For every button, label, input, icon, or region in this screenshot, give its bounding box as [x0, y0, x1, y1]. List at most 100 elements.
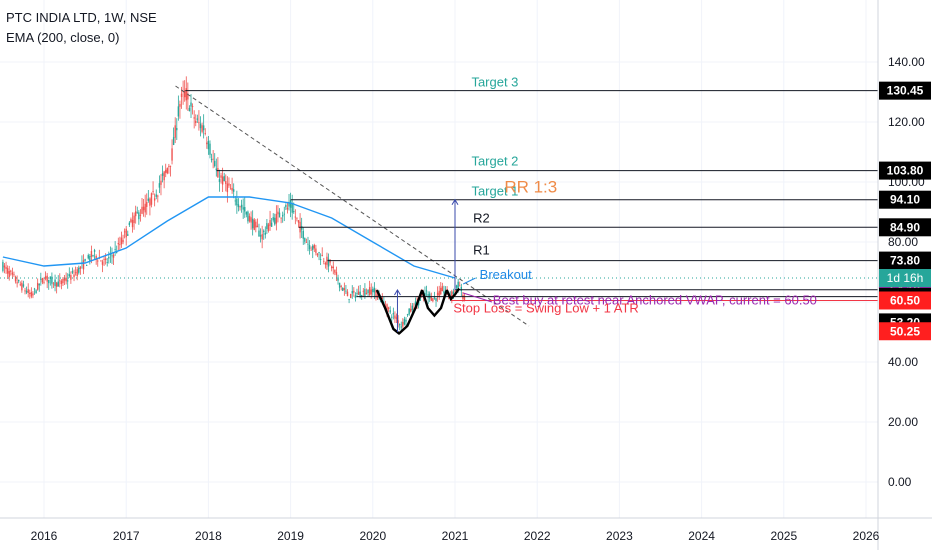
- handle-retest[interactable]: [445, 287, 461, 302]
- candle-body: [463, 295, 466, 301]
- time-tick-label: 2026: [853, 529, 880, 543]
- indicator-legend[interactable]: EMA (200, close, 0): [6, 30, 120, 45]
- candle-body: [54, 279, 56, 287]
- candle-body: [183, 90, 186, 98]
- label-r1: R1: [473, 243, 490, 258]
- handle-pattern[interactable]: [420, 289, 448, 318]
- candle-body: [318, 252, 320, 253]
- candle-body: [370, 289, 372, 295]
- price-badge-label: 84.90: [890, 220, 920, 234]
- candle-body: [220, 175, 222, 178]
- candle-body: [207, 140, 210, 150]
- candle-body: [100, 260, 102, 262]
- label-rr: RR 1:3: [504, 178, 557, 197]
- candle-body: [346, 291, 349, 297]
- candle-body: [354, 295, 357, 298]
- candle-body: [327, 258, 330, 267]
- candle-body: [281, 215, 284, 217]
- time-tick-label: 2022: [524, 529, 551, 543]
- candle-body: [454, 289, 456, 292]
- candle-body: [305, 242, 308, 243]
- candle-body: [82, 260, 85, 270]
- candle-body: [380, 301, 382, 303]
- candle-body: [421, 294, 423, 295]
- candle-body: [139, 215, 142, 216]
- candle-body: [451, 291, 453, 298]
- candle-body: [149, 198, 151, 206]
- candle-body: [130, 219, 132, 223]
- candle-body: [278, 212, 281, 218]
- candle-body: [142, 206, 145, 211]
- candle-body: [101, 261, 104, 265]
- candle-body: [395, 317, 398, 319]
- candle-body: [229, 188, 232, 190]
- symbol-title[interactable]: PTC INDIA LTD, 1W, NSE: [6, 10, 157, 25]
- candle-body: [27, 289, 29, 293]
- candle-body: [43, 281, 45, 283]
- candle-body: [288, 202, 290, 207]
- candle-body: [251, 218, 254, 229]
- candle-body: [232, 189, 235, 192]
- candle-body: [425, 290, 428, 292]
- candle-body: [308, 245, 311, 250]
- candle-body: [138, 212, 140, 220]
- candle-body: [212, 158, 214, 160]
- label-best-buy: Best buy at retest near Anchored VWAP, c…: [493, 293, 817, 308]
- candle-body: [367, 289, 369, 293]
- candle-body: [13, 274, 15, 276]
- candle-body: [18, 279, 20, 282]
- candle-body: [250, 217, 252, 223]
- candle-body: [204, 133, 206, 135]
- candle-body: [419, 297, 421, 301]
- candle-body: [264, 232, 267, 235]
- ema-200-line[interactable]: [2, 196, 456, 279]
- cup-pattern[interactable]: [375, 289, 424, 335]
- candle-body: [134, 211, 137, 217]
- time-tick-label: 2019: [277, 529, 304, 543]
- candle-body: [85, 265, 88, 266]
- candle-body: [231, 187, 233, 191]
- candle-body: [8, 271, 10, 278]
- price-badge: [879, 218, 931, 237]
- time-tick-label: 2020: [359, 529, 386, 543]
- candle-body: [51, 276, 53, 284]
- candle-body: [221, 176, 224, 185]
- candle-body: [116, 252, 118, 254]
- candle-body: [32, 293, 34, 296]
- candle-body: [5, 267, 7, 270]
- candle-body: [351, 291, 353, 294]
- candle-body: [158, 183, 161, 188]
- price-badge-label: 103.80: [887, 164, 924, 178]
- candle-body: [71, 271, 74, 273]
- time-tick-label: 2021: [442, 529, 469, 543]
- candle-body: [155, 194, 157, 197]
- candle-body: [22, 284, 25, 287]
- candle-body: [313, 245, 316, 249]
- candle-body: [127, 234, 129, 236]
- candle-body: [410, 308, 412, 312]
- downtrend-line[interactable]: [175, 85, 530, 327]
- candle-body: [168, 166, 170, 168]
- price-badge-label: 50.25: [890, 324, 920, 338]
- candle-body: [300, 226, 303, 230]
- candle-body: [33, 288, 36, 290]
- candle-body: [289, 200, 292, 208]
- candle-body: [165, 169, 167, 173]
- candle-body: [286, 207, 289, 210]
- price-badge: [879, 251, 931, 270]
- price-badge-label: 60.50: [890, 294, 920, 308]
- candle-body: [131, 219, 134, 228]
- candle-body: [397, 320, 399, 324]
- candle-body: [427, 294, 429, 298]
- candle-body: [236, 198, 238, 206]
- candle-body: [392, 313, 395, 315]
- candle-body: [245, 211, 248, 215]
- candle-body: [248, 216, 251, 222]
- candle-body: [403, 319, 406, 325]
- candle-body: [67, 280, 69, 282]
- candle-body: [312, 245, 314, 250]
- candle-body: [411, 305, 414, 311]
- retest-pointer: [463, 292, 493, 303]
